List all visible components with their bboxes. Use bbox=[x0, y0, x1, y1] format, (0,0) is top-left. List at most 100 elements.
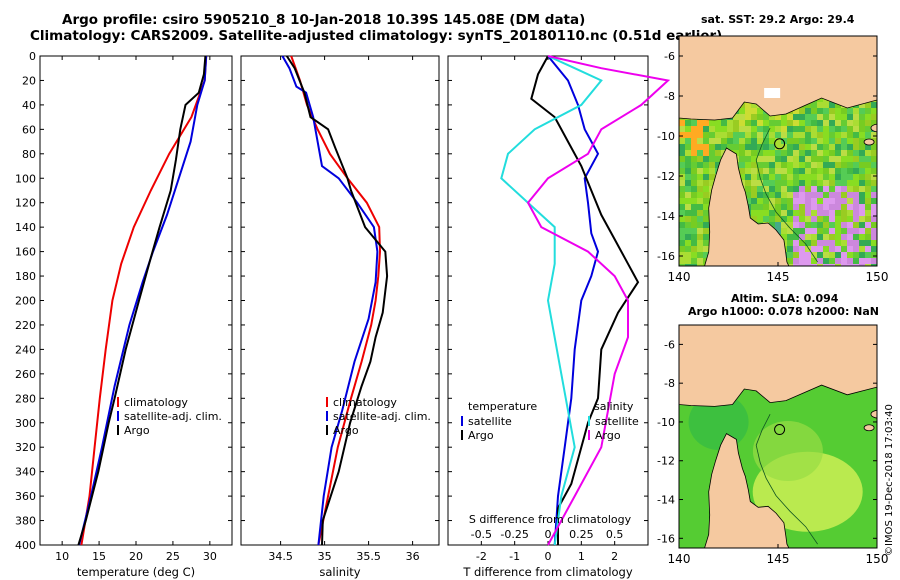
sst-pixel bbox=[775, 162, 781, 168]
sst-pixel bbox=[697, 222, 703, 228]
y-tick-label: 20 bbox=[22, 74, 36, 87]
sst-pixel bbox=[745, 198, 751, 204]
sst-pixel bbox=[763, 126, 769, 132]
sst-pixel bbox=[691, 252, 697, 258]
sst-pixel bbox=[847, 210, 853, 216]
sst-pixel bbox=[817, 108, 823, 114]
sst-pixel bbox=[751, 120, 757, 126]
sst-pixel bbox=[793, 120, 799, 126]
sst-pixel bbox=[805, 192, 811, 198]
sst-pixel bbox=[823, 264, 829, 266]
sst-pixel bbox=[745, 114, 751, 120]
sst-pixel bbox=[793, 138, 799, 144]
sst-pixel bbox=[811, 174, 817, 180]
sst-pixel bbox=[745, 162, 751, 168]
sst-pixel bbox=[757, 210, 763, 216]
sst-pixel bbox=[769, 192, 775, 198]
sst-pixel bbox=[769, 132, 775, 138]
sst-pixel bbox=[847, 186, 853, 192]
land-cape-york bbox=[704, 433, 790, 548]
sst-pixel bbox=[871, 198, 877, 204]
sst-pixel bbox=[865, 114, 871, 120]
sst-pixel bbox=[793, 198, 799, 204]
y-tick-label: 200 bbox=[15, 295, 36, 308]
sst-pixel bbox=[865, 210, 871, 216]
sst-pixel bbox=[679, 222, 685, 228]
sst-pixel bbox=[835, 186, 841, 192]
sst-pixel bbox=[799, 228, 805, 234]
sst-pixel bbox=[727, 138, 733, 144]
sst-pixel bbox=[859, 126, 865, 132]
sst-pixel bbox=[859, 132, 865, 138]
map-lat-label: -16 bbox=[657, 532, 675, 545]
sst-pixel bbox=[829, 174, 835, 180]
sst-pixel bbox=[787, 132, 793, 138]
sst-pixel bbox=[775, 156, 781, 162]
sst-pixel bbox=[859, 264, 865, 266]
sst-pixel bbox=[691, 156, 697, 162]
sst-pixel bbox=[811, 114, 817, 120]
sst-pixel bbox=[745, 120, 751, 126]
sst-pixel bbox=[757, 150, 763, 156]
sst-pixel bbox=[835, 138, 841, 144]
legend-label: climatology bbox=[124, 396, 188, 409]
sst-pixel bbox=[847, 234, 853, 240]
sst-pixel bbox=[859, 102, 865, 108]
sst-pixel bbox=[691, 168, 697, 174]
sst-pixel bbox=[787, 144, 793, 150]
sst-pixel bbox=[757, 144, 763, 150]
sst-pixel bbox=[751, 216, 757, 222]
sst-pixel bbox=[757, 192, 763, 198]
sst-pixel bbox=[733, 144, 739, 150]
sst-pixel bbox=[799, 216, 805, 222]
legend-label: satellite-adj. clim. bbox=[124, 410, 222, 423]
sst-pixel bbox=[811, 150, 817, 156]
sst-pixel bbox=[703, 120, 709, 126]
sst-pixel bbox=[865, 192, 871, 198]
sst-pixel bbox=[793, 186, 799, 192]
sst-pixel bbox=[763, 174, 769, 180]
sst-pixel bbox=[793, 150, 799, 156]
sst-pixel bbox=[835, 144, 841, 150]
sst-pixel bbox=[811, 108, 817, 114]
legend-label: climatology bbox=[333, 396, 397, 409]
sst-pixel bbox=[685, 168, 691, 174]
sst-pixel bbox=[793, 168, 799, 174]
sst-pixel bbox=[847, 108, 853, 114]
sst-pixel bbox=[793, 132, 799, 138]
sst-pixel bbox=[775, 204, 781, 210]
legend-header-salinity: salinity bbox=[594, 400, 634, 413]
sst-pixel bbox=[727, 126, 733, 132]
sst-pixel bbox=[799, 234, 805, 240]
sst-pixel bbox=[727, 132, 733, 138]
salinity-panel: 34.5 35 35.5 36 salinity climatologysatellite… bbox=[240, 55, 440, 579]
sst-pixel bbox=[859, 186, 865, 192]
sst-pixel bbox=[835, 132, 841, 138]
sst-pixel bbox=[811, 240, 817, 246]
sst-pixel bbox=[769, 204, 775, 210]
sst-pixel bbox=[871, 150, 877, 156]
sst-pixel bbox=[871, 240, 877, 246]
sst-pixel bbox=[823, 102, 829, 108]
sst-pixel bbox=[823, 156, 829, 162]
sst-pixel bbox=[697, 144, 703, 150]
sst-pixel bbox=[685, 162, 691, 168]
sst-pixel bbox=[679, 120, 685, 126]
sst-pixel bbox=[793, 228, 799, 234]
sst-pixel bbox=[817, 240, 823, 246]
x-tick-label: 35.5 bbox=[356, 550, 381, 563]
sst-pixel bbox=[817, 138, 823, 144]
y-tick-label: 380 bbox=[15, 515, 36, 528]
sst-pixel bbox=[691, 204, 697, 210]
sst-pixel bbox=[781, 186, 787, 192]
sst-pixel bbox=[841, 246, 847, 252]
sst-pixel bbox=[751, 174, 757, 180]
sst-pixel bbox=[817, 102, 823, 108]
sst-pixel bbox=[811, 234, 817, 240]
sst-pixel bbox=[679, 150, 685, 156]
sst-pixel bbox=[697, 186, 703, 192]
sst-pixel bbox=[871, 222, 877, 228]
sst-pixel bbox=[793, 144, 799, 150]
sst-pixel bbox=[823, 216, 829, 222]
